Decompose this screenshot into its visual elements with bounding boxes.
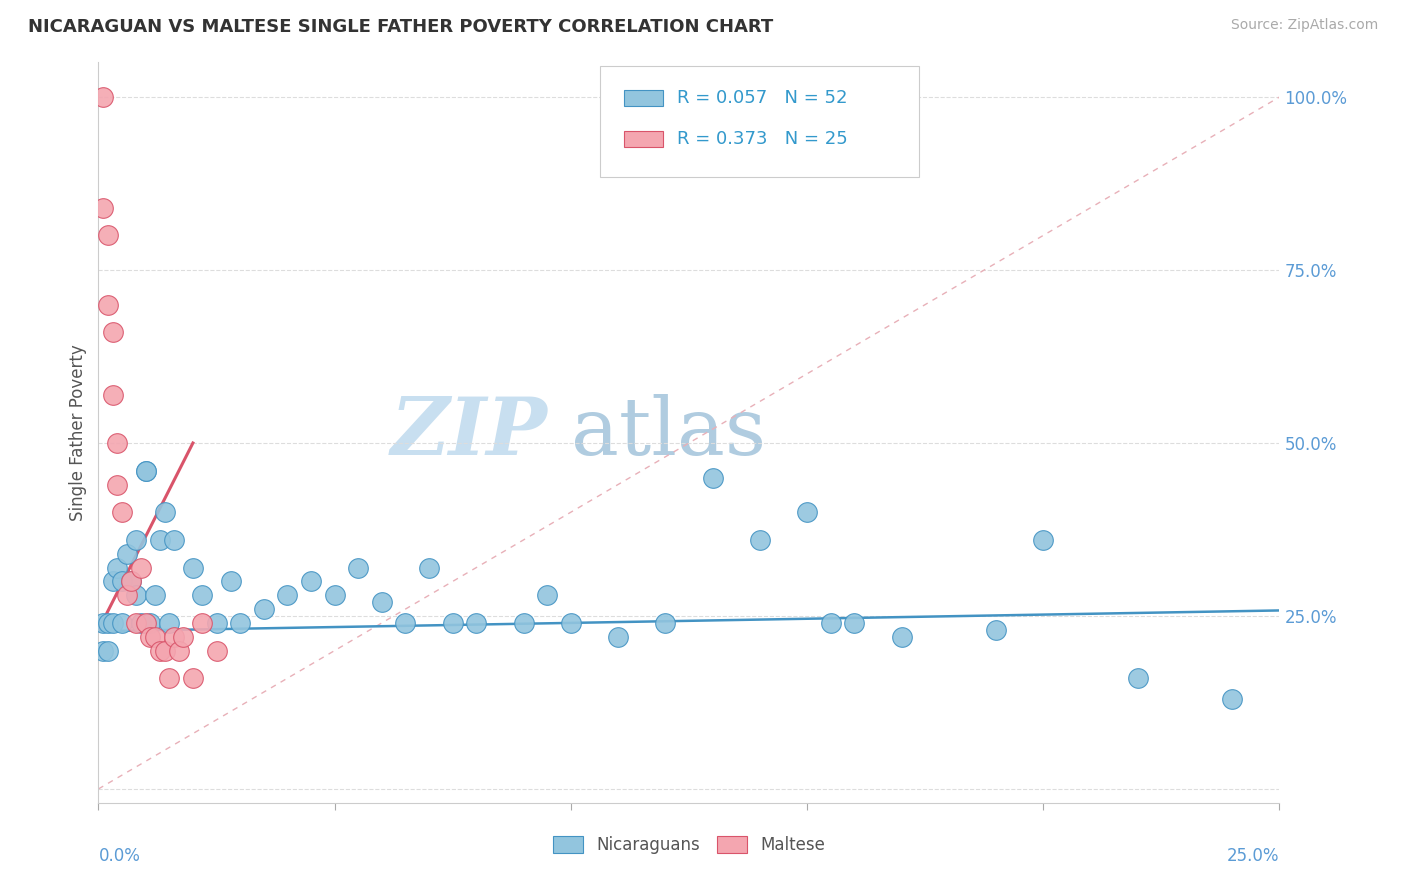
Y-axis label: Single Father Poverty: Single Father Poverty [69, 344, 87, 521]
Point [91, 90, 114, 104]
Point [135, 615, 157, 630]
Point [91, 615, 114, 630]
Point [172, 630, 194, 644]
Point [111, 505, 134, 519]
Point [139, 615, 162, 630]
Point [820, 615, 842, 630]
Point [1032, 533, 1054, 547]
Point [394, 615, 416, 630]
Point [984, 623, 1007, 637]
Point [181, 671, 204, 685]
Point [441, 615, 464, 630]
Point [560, 615, 582, 630]
Point [607, 630, 630, 644]
Text: NICARAGUAN VS MALTESE SINGLE FATHER POVERTY CORRELATION CHART: NICARAGUAN VS MALTESE SINGLE FATHER POVE… [28, 18, 773, 36]
Point [276, 588, 298, 602]
Point [205, 643, 228, 657]
Point [125, 533, 148, 547]
Point [125, 588, 148, 602]
Point [157, 615, 180, 630]
Point [702, 470, 724, 484]
Point [512, 615, 534, 630]
Legend: Nicaraguans, Maltese: Nicaraguans, Maltese [547, 830, 831, 861]
Point [139, 630, 162, 644]
Point [105, 477, 128, 491]
FancyBboxPatch shape [624, 90, 664, 106]
FancyBboxPatch shape [624, 130, 664, 147]
Point [105, 560, 128, 574]
Text: ZIP: ZIP [391, 394, 547, 471]
Point [97, 228, 120, 243]
Point [191, 615, 214, 630]
Point [121, 574, 143, 589]
Point [418, 560, 440, 574]
Point [149, 643, 172, 657]
Point [157, 671, 180, 685]
Point [143, 588, 166, 602]
Text: atlas: atlas [571, 393, 766, 472]
Point [111, 574, 134, 589]
Point [191, 588, 214, 602]
Point [229, 615, 252, 630]
Point [129, 615, 152, 630]
Point [135, 464, 157, 478]
Point [149, 533, 172, 547]
Point [844, 615, 866, 630]
Point [253, 602, 276, 616]
Point [219, 574, 242, 589]
Text: R = 0.057   N = 52: R = 0.057 N = 52 [678, 89, 848, 107]
Point [143, 630, 166, 644]
Point [97, 643, 120, 657]
Point [115, 547, 138, 561]
Text: 0.0%: 0.0% [98, 847, 141, 865]
Point [465, 615, 488, 630]
Point [153, 643, 176, 657]
Point [153, 505, 176, 519]
Point [748, 533, 770, 547]
Point [654, 615, 676, 630]
Point [101, 574, 124, 589]
Point [371, 595, 394, 609]
Point [536, 588, 558, 602]
Point [796, 505, 818, 519]
FancyBboxPatch shape [600, 66, 920, 178]
Point [101, 326, 124, 340]
Text: R = 0.373   N = 25: R = 0.373 N = 25 [678, 129, 848, 148]
Point [163, 533, 186, 547]
Point [91, 643, 114, 657]
Point [91, 201, 114, 215]
Point [205, 615, 228, 630]
Point [129, 560, 152, 574]
Point [111, 615, 134, 630]
Point [1220, 692, 1243, 706]
Point [115, 588, 138, 602]
Point [347, 560, 370, 574]
Text: Source: ZipAtlas.com: Source: ZipAtlas.com [1230, 18, 1378, 32]
Text: 25.0%: 25.0% [1227, 847, 1279, 865]
Point [135, 464, 157, 478]
Point [890, 630, 912, 644]
Point [101, 615, 124, 630]
Point [105, 436, 128, 450]
Point [299, 574, 322, 589]
Point [101, 387, 124, 401]
Point [121, 574, 143, 589]
Point [1126, 671, 1149, 685]
Point [97, 297, 120, 311]
Point [163, 630, 186, 644]
Point [167, 643, 190, 657]
Point [181, 560, 204, 574]
Point [323, 588, 346, 602]
Point [97, 615, 120, 630]
Point [125, 615, 148, 630]
